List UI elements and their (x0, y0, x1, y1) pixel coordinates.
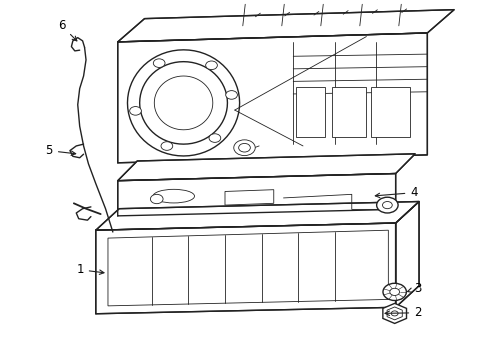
Circle shape (376, 197, 397, 213)
Polygon shape (96, 202, 418, 230)
Circle shape (153, 59, 164, 67)
Polygon shape (395, 202, 418, 307)
Text: 4: 4 (374, 186, 417, 199)
Circle shape (150, 194, 163, 204)
Polygon shape (386, 307, 402, 320)
Circle shape (129, 107, 141, 115)
Text: 2: 2 (384, 306, 421, 319)
Circle shape (205, 61, 217, 69)
Polygon shape (118, 33, 427, 163)
Text: 5: 5 (45, 144, 76, 157)
Polygon shape (331, 87, 366, 137)
Polygon shape (118, 10, 453, 42)
Polygon shape (118, 154, 414, 181)
Polygon shape (224, 190, 273, 205)
Polygon shape (118, 174, 395, 216)
Polygon shape (295, 87, 325, 137)
Circle shape (225, 91, 237, 99)
Text: 3: 3 (407, 282, 421, 295)
Circle shape (382, 283, 406, 301)
Text: 6: 6 (58, 19, 77, 41)
Polygon shape (127, 50, 239, 156)
Circle shape (389, 288, 399, 296)
Polygon shape (382, 303, 406, 323)
Polygon shape (140, 62, 227, 144)
Polygon shape (370, 87, 409, 137)
Circle shape (161, 142, 172, 150)
Ellipse shape (153, 189, 194, 203)
Text: 1: 1 (76, 263, 104, 276)
Polygon shape (96, 223, 395, 314)
Circle shape (208, 134, 220, 142)
Circle shape (233, 140, 255, 156)
